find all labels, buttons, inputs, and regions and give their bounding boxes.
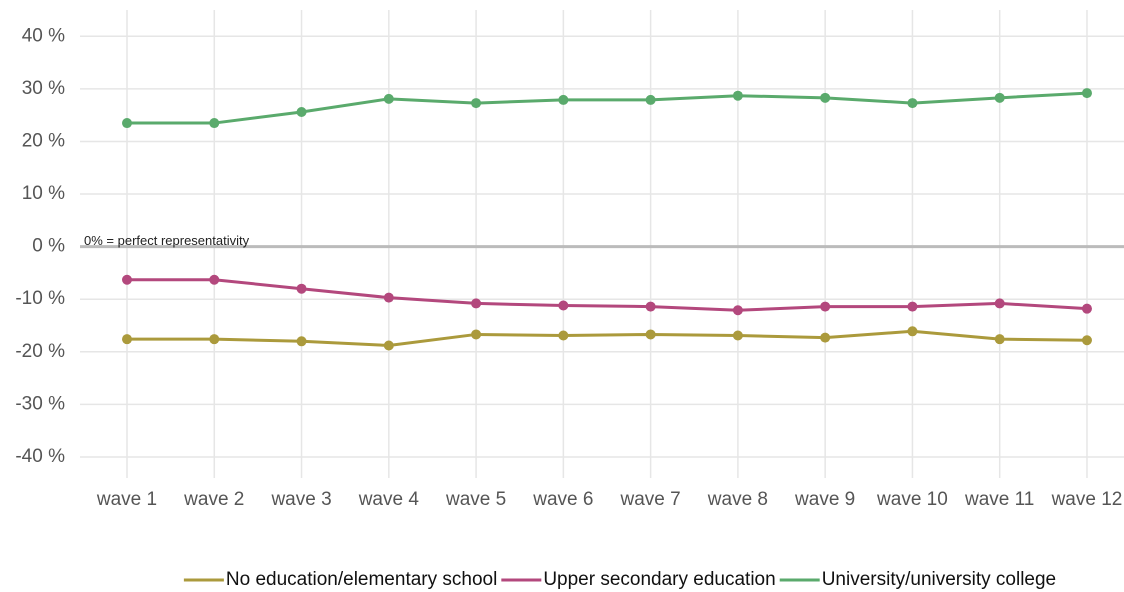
data-point: [732, 90, 743, 101]
y-tick-label: -20 %: [15, 341, 65, 362]
data-point: [296, 283, 307, 294]
data-point: [994, 334, 1005, 345]
data-point: [1081, 335, 1092, 346]
x-tick-label: wave 2: [183, 489, 244, 510]
data-point: [383, 93, 394, 104]
y-tick-label: -30 %: [15, 393, 65, 414]
x-tick-label: wave 12: [1051, 489, 1123, 510]
y-tick-label: 40 %: [22, 25, 65, 46]
data-point: [645, 94, 656, 105]
data-point: [645, 301, 656, 312]
data-point: [907, 301, 918, 312]
data-point: [296, 107, 307, 118]
data-point: [1081, 303, 1092, 314]
y-tick-label: 30 %: [22, 78, 65, 99]
data-point: [994, 92, 1005, 103]
y-tick-label: 0 %: [32, 236, 65, 257]
data-point: [645, 329, 656, 340]
data-point: [296, 336, 307, 347]
reference-label: 0% = perfect representativity: [84, 233, 250, 248]
data-point: [558, 330, 569, 341]
x-tick-label: wave 8: [707, 489, 768, 510]
x-tick-label: wave 4: [358, 489, 420, 510]
x-tick-label: wave 7: [620, 489, 681, 510]
y-tick-label: -40 %: [15, 446, 65, 467]
x-tick-label: wave 10: [876, 489, 948, 510]
data-point: [209, 274, 220, 285]
legend-label: No education/elementary school: [226, 569, 497, 590]
legend: No education/elementary school Upper seco…: [183, 569, 1056, 590]
y-tick-label: 20 %: [22, 130, 65, 151]
data-point: [122, 334, 132, 345]
data-point: [907, 98, 918, 109]
data-point: [1081, 88, 1092, 99]
data-point: [122, 274, 132, 285]
y-tick-label: 10 %: [22, 183, 65, 204]
data-point: [558, 94, 569, 105]
data-point: [732, 305, 743, 316]
data-point: [907, 326, 918, 337]
legend-label: University/university college: [822, 569, 1056, 590]
x-tick-label: wave 11: [964, 489, 1034, 510]
data-point: [209, 118, 220, 129]
data-point: [558, 300, 569, 311]
data-point: [383, 340, 394, 351]
x-tick-label: wave 6: [532, 489, 593, 510]
data-point: [209, 334, 220, 345]
y-tick-label: -10 %: [15, 288, 65, 309]
data-point: [383, 292, 394, 303]
data-point: [471, 329, 482, 340]
data-point: [471, 98, 482, 109]
data-point: [471, 298, 482, 309]
series-line: [127, 329, 1087, 347]
x-tick-label: wave 9: [794, 489, 855, 510]
data-point: [820, 332, 831, 343]
x-tick-label: wave 1: [96, 489, 157, 510]
data-point: [994, 298, 1005, 309]
data-point: [820, 92, 831, 103]
data-point: [732, 330, 743, 341]
legend-label: Upper secondary education: [543, 569, 775, 590]
data-point: [820, 301, 831, 312]
x-tick-label: wave 5: [445, 489, 506, 510]
series-line: [127, 91, 1088, 125]
data-point: [122, 118, 132, 129]
x-tick-label: wave 3: [270, 489, 331, 510]
series-line: [127, 278, 1088, 312]
